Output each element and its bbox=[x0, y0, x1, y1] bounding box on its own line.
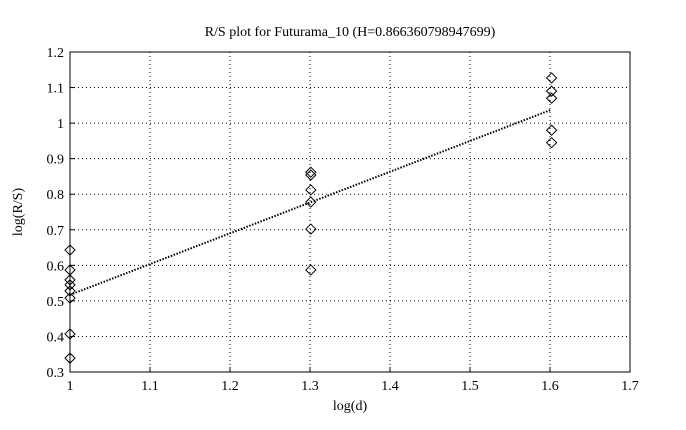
diamond-marker bbox=[64, 274, 76, 286]
y-axis-label: log(R/S) bbox=[11, 188, 26, 237]
fit-line bbox=[69, 108, 552, 296]
y-tick-label: 0.6 bbox=[47, 259, 65, 274]
x-tick-label: 1.1 bbox=[141, 379, 159, 394]
diamond-marker bbox=[305, 184, 317, 196]
y-tick-label: 1.1 bbox=[47, 82, 65, 97]
y-tick-label: 0.5 bbox=[47, 295, 65, 310]
y-tick-label: 1 bbox=[57, 117, 64, 132]
x-axis-label: log(d) bbox=[333, 399, 368, 414]
diamond-marker bbox=[545, 85, 558, 97]
y-tick-label: 0.8 bbox=[47, 188, 65, 203]
y-tick-label: 1.2 bbox=[47, 46, 65, 61]
diamond-marker bbox=[545, 72, 558, 84]
diamond-marker bbox=[545, 136, 558, 149]
x-tick-label: 1.2 bbox=[221, 379, 239, 394]
x-tick-label: 1.5 bbox=[461, 379, 479, 394]
diamond-marker bbox=[305, 223, 317, 235]
y-tick-label: 0.9 bbox=[47, 153, 65, 168]
diamond-marker bbox=[64, 279, 76, 291]
diamond-marker bbox=[64, 352, 76, 364]
diamond-marker bbox=[305, 264, 317, 276]
diamond-marker bbox=[305, 166, 317, 178]
x-tick-label: 1 bbox=[67, 379, 74, 394]
diamond-marker bbox=[64, 292, 76, 304]
x-tick-label: 1.3 bbox=[301, 379, 319, 394]
chart-title: R/S plot for Futurama_10 (H=0.8663607989… bbox=[205, 25, 496, 40]
y-tick-label: 0.7 bbox=[47, 224, 65, 239]
plot-frame bbox=[69, 51, 631, 373]
x-tick-label: 1.4 bbox=[381, 379, 399, 394]
y-tick-label: 0.4 bbox=[47, 330, 65, 345]
x-tick-label: 1.6 bbox=[541, 379, 559, 394]
x-tick-label: 1.7 bbox=[621, 379, 639, 394]
diamond-marker bbox=[305, 169, 317, 181]
diamond-marker bbox=[545, 124, 558, 136]
diamond-marker bbox=[64, 285, 76, 297]
diamond-marker bbox=[64, 244, 76, 256]
diamond-marker bbox=[545, 92, 558, 104]
y-tick-label: 0.3 bbox=[47, 366, 65, 381]
diamond-marker bbox=[64, 328, 76, 340]
